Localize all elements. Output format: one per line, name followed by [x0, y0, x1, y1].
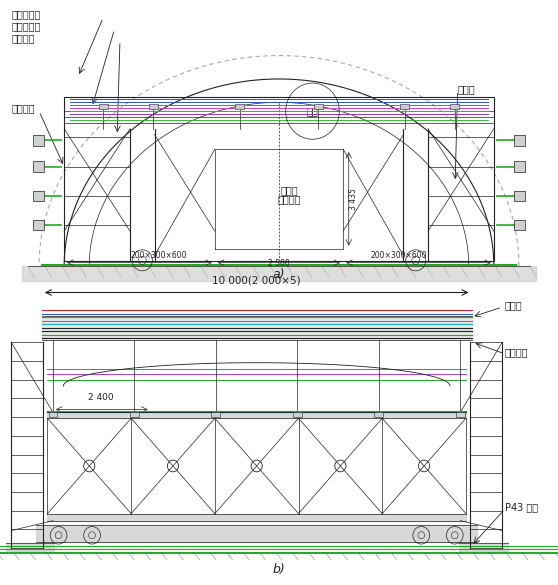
Bar: [314, 104, 323, 109]
Text: 2 400: 2 400: [88, 394, 113, 402]
Text: 开挖轮廓线: 开挖轮廓线: [11, 9, 41, 20]
Bar: [514, 135, 525, 146]
Text: 台车门架: 台车门架: [11, 103, 35, 113]
Text: 上下人梯: 上下人梯: [505, 347, 528, 357]
Bar: [49, 412, 57, 417]
Bar: [99, 104, 108, 109]
Bar: [293, 412, 302, 417]
Bar: [211, 412, 220, 417]
Bar: [33, 191, 44, 201]
Bar: [400, 104, 409, 109]
Bar: [374, 412, 383, 417]
Bar: [130, 412, 139, 417]
Text: 风管: 风管: [306, 106, 319, 116]
Text: 10 000(2 000×5): 10 000(2 000×5): [213, 276, 301, 285]
Bar: [514, 220, 525, 230]
Text: 拱架及模板: 拱架及模板: [11, 21, 41, 32]
Text: b): b): [273, 563, 285, 576]
Bar: [149, 104, 158, 109]
Bar: [514, 161, 525, 172]
Text: 钢模板: 钢模板: [505, 300, 523, 311]
Bar: [514, 191, 525, 201]
Bar: [235, 104, 244, 109]
Text: P43 钢轨: P43 钢轨: [505, 502, 538, 512]
Bar: [33, 135, 44, 146]
Bar: [33, 161, 44, 172]
Text: 外形尺寸: 外形尺寸: [277, 194, 301, 204]
Text: a): a): [273, 268, 285, 281]
Text: 2 500: 2 500: [268, 259, 290, 268]
Text: 自卸车: 自卸车: [280, 185, 298, 195]
Text: 作业窗: 作业窗: [458, 84, 475, 94]
Bar: [456, 412, 465, 417]
Text: 3 435: 3 435: [349, 188, 358, 210]
Bar: [33, 220, 44, 230]
Text: 200×300×600: 200×300×600: [371, 251, 427, 260]
Bar: [450, 104, 459, 109]
Text: 工作平台: 工作平台: [11, 33, 35, 43]
Text: 200×300×600: 200×300×600: [131, 251, 187, 260]
